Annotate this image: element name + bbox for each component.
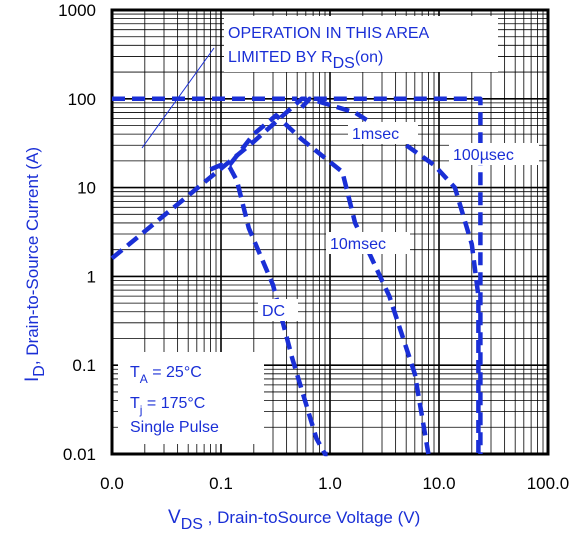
ta-main: T (130, 364, 140, 381)
condition-ta: TA = 25°C (130, 364, 202, 386)
annotation-rds-sub: DS (333, 55, 355, 72)
y-axis-title-sub: D (31, 365, 48, 377)
plot-frame (110, 8, 550, 456)
label-100usec-bg (449, 143, 539, 165)
series-line-100sec (110, 96, 483, 454)
label-dc: DC (262, 303, 285, 320)
x-tick-label: 0.0 (100, 474, 124, 493)
annotation-background (224, 16, 498, 72)
series-line-1msec (300, 96, 481, 454)
y-axis-title: ID, Drain-to-Source Current (A) (22, 147, 48, 382)
series-line-10msec (227, 113, 431, 455)
condition-pulse: Single Pulse (130, 419, 219, 436)
annotation-line1: OPERATION IN THIS AREA (228, 25, 430, 42)
x-axis-title-main: V (168, 507, 181, 528)
x-tick-label: 0.1 (209, 474, 233, 493)
x-tick-label: 100.0 (527, 474, 570, 493)
tj-main: T (130, 395, 140, 412)
y-tick-label: 0.01 (63, 445, 96, 464)
x-tick-labels: 0.0 0.1 1.0 10.0 100.0 (100, 474, 569, 493)
y-axis-title-rest: , Drain-to-Source Current (A) (23, 147, 42, 365)
tj-rest: = 175°C (142, 395, 205, 412)
y-axis-title-main: I (22, 377, 43, 382)
ta-rest: = 25°C (148, 364, 202, 381)
y-tick-label: 1 (87, 267, 96, 286)
annotation-line2: LIMITED BY RDS(on) (228, 49, 383, 72)
x-axis-title: VDS , Drain-toSource Voltage (V) (168, 507, 420, 533)
x-axis-title-sub: DS (181, 516, 203, 533)
conditions-background (118, 352, 264, 444)
y-tick-label: 0.1 (72, 356, 96, 375)
y-tick-label: 1000 (58, 1, 96, 20)
y-tick-label: 100 (68, 90, 96, 109)
tj-sub: j (139, 403, 143, 417)
x-axis-title-rest: , Drain-toSource Voltage (V) (203, 508, 420, 527)
label-10msec: 10msec (330, 236, 386, 253)
label-10msec-bg (326, 232, 410, 254)
x-tick-label: 10.0 (422, 474, 455, 493)
label-dc-bg (258, 299, 298, 321)
label-100usec: 100µsec (453, 147, 514, 164)
series-layer (110, 96, 483, 457)
ta-sub: A (140, 372, 148, 386)
annotation-rds-rest: (on) (355, 49, 383, 66)
annotation-leader-line (141, 47, 215, 149)
condition-tj: Tj = 175°C (130, 395, 205, 417)
y-tick-label: 10 (77, 179, 96, 198)
x-tick-label: 1.0 (318, 474, 342, 493)
label-1msec: 1msec (352, 126, 399, 143)
y-tick-labels: 0.01 0.1 1 10 100 1000 (58, 1, 96, 464)
label-1msec-bg (348, 122, 418, 144)
annotation-rds-main: LIMITED BY R (228, 49, 333, 66)
